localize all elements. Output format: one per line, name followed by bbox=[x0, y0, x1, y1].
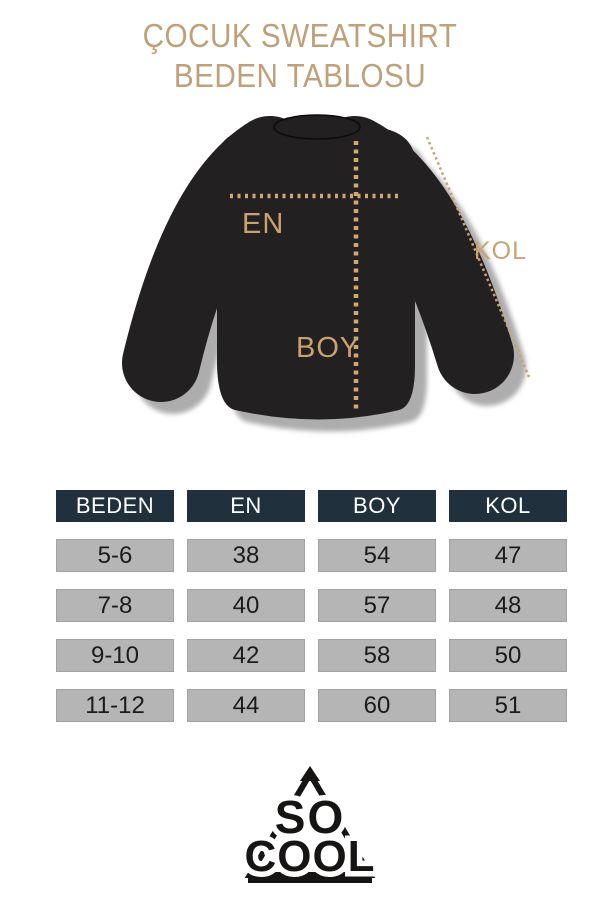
table-cell: 44 bbox=[187, 689, 305, 722]
table-cell: 47 bbox=[449, 539, 567, 572]
measure-lines bbox=[230, 136, 531, 411]
logo-text-halo: COOL bbox=[244, 832, 375, 881]
kol-label: KOL bbox=[474, 237, 527, 265]
logo-text-cool: COOL bbox=[244, 832, 375, 881]
table-cell: 58 bbox=[318, 639, 436, 672]
sweatshirt-garment bbox=[122, 114, 514, 420]
col-header-boy: BOY bbox=[318, 490, 436, 522]
col-header-beden: BEDEN bbox=[56, 490, 174, 522]
logo-text-so: SO bbox=[275, 791, 345, 843]
title-line-2: BEDEN TABLOSU bbox=[173, 57, 427, 94]
sweatshirt-diagram: EN BOY KOL bbox=[122, 114, 531, 432]
col-header-kol: KOL bbox=[449, 490, 567, 522]
table-cell: 5-6 bbox=[56, 539, 174, 572]
table-cell: 50 bbox=[449, 639, 567, 672]
table-cell: 57 bbox=[318, 589, 436, 622]
size-table: BEDEN EN BOY KOL 5-6 38 54 47 7-8 40 57 … bbox=[56, 490, 567, 722]
table-cell: 51 bbox=[449, 689, 567, 722]
table-cell: 40 bbox=[187, 589, 305, 622]
body-panel bbox=[217, 127, 415, 420]
title-line-1: ÇOCUK SWEATSHIRT bbox=[142, 17, 458, 54]
table-cell: 48 bbox=[449, 589, 567, 622]
table-cell: 60 bbox=[318, 689, 436, 722]
logo-base-bar bbox=[248, 872, 372, 883]
table-cell: 9-10 bbox=[56, 639, 174, 672]
table-cell: 7-8 bbox=[56, 589, 174, 622]
table-cell: 42 bbox=[187, 639, 305, 672]
table-cell: 11-12 bbox=[56, 689, 174, 722]
logo-text-halo: SO bbox=[275, 791, 345, 843]
page-title: ÇOCUK SWEATSHIRT BEDEN TABLOSU bbox=[30, 16, 570, 96]
boy-label: BOY bbox=[296, 332, 360, 364]
table-cell: 54 bbox=[318, 539, 436, 572]
collar bbox=[273, 114, 361, 140]
so-cool-logo: SO COOL SO COOL bbox=[239, 766, 380, 887]
en-label: EN bbox=[242, 208, 284, 240]
table-cell: 38 bbox=[187, 539, 305, 572]
col-header-en: EN bbox=[187, 490, 305, 522]
